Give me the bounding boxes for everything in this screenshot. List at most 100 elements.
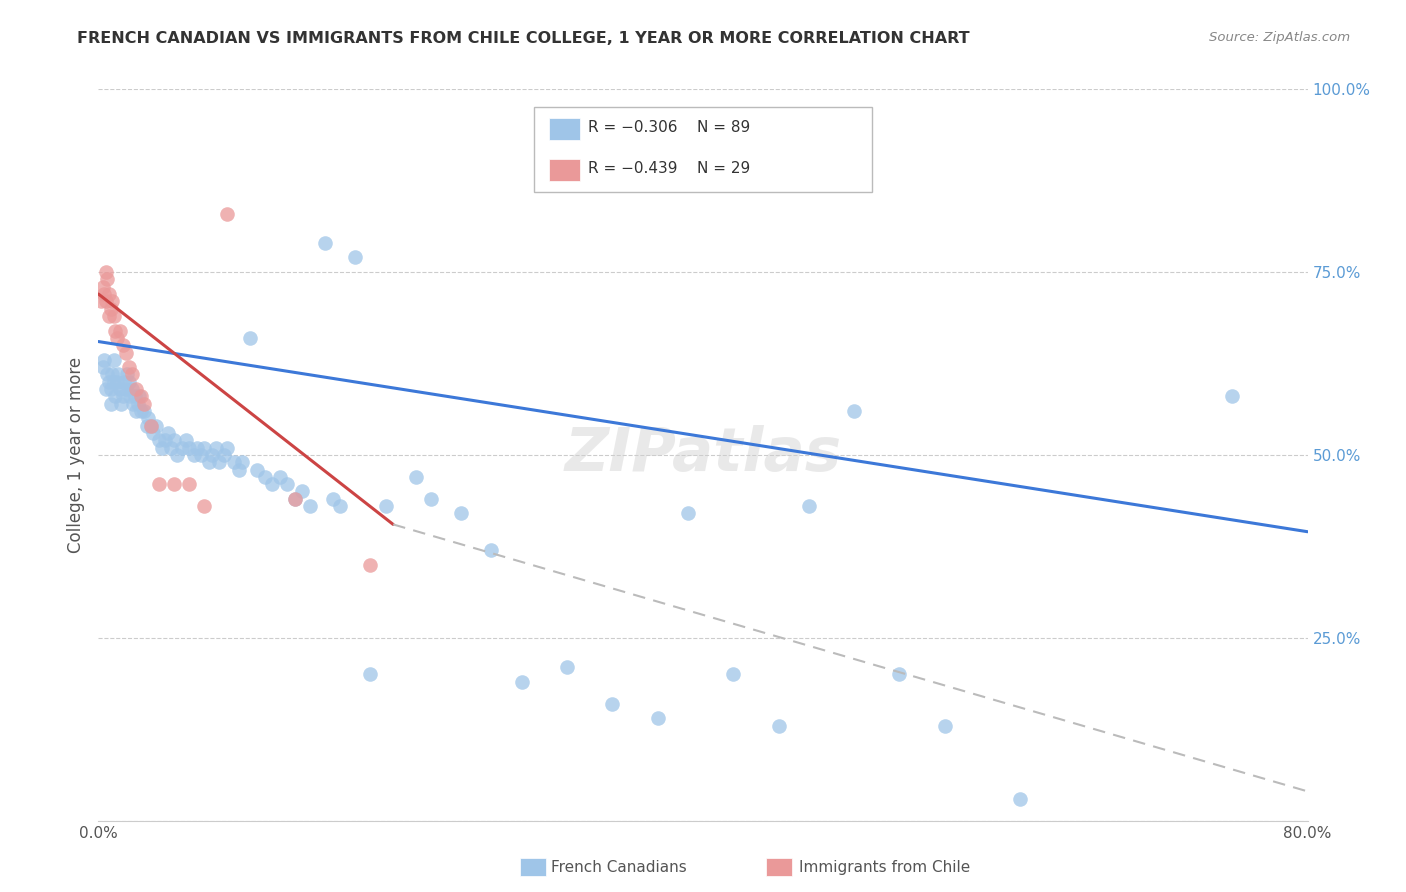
Point bbox=[934, 718, 956, 732]
Point bbox=[120, 389, 142, 403]
Point bbox=[93, 287, 115, 301]
Point bbox=[179, 477, 201, 491]
Point bbox=[602, 697, 624, 711]
Point bbox=[90, 294, 112, 309]
Point bbox=[132, 404, 155, 418]
Point bbox=[129, 404, 152, 418]
Point bbox=[98, 309, 121, 323]
Point bbox=[91, 279, 114, 293]
Point bbox=[110, 397, 132, 411]
Point bbox=[141, 418, 163, 433]
Text: R = −0.439    N = 29: R = −0.439 N = 29 bbox=[588, 161, 751, 176]
Point bbox=[118, 360, 141, 375]
Point bbox=[768, 718, 790, 732]
Text: Immigrants from Chile: Immigrants from Chile bbox=[799, 860, 970, 874]
Point bbox=[125, 404, 148, 418]
Point bbox=[93, 352, 115, 367]
Point bbox=[136, 411, 159, 425]
Point bbox=[555, 660, 578, 674]
Point bbox=[94, 265, 117, 279]
Point bbox=[246, 462, 269, 476]
Point bbox=[170, 441, 193, 455]
Point bbox=[121, 368, 143, 382]
Point bbox=[284, 491, 307, 506]
Point bbox=[91, 360, 114, 375]
Point bbox=[148, 477, 170, 491]
Point bbox=[723, 667, 745, 681]
Point bbox=[153, 434, 176, 448]
Point bbox=[100, 301, 122, 316]
Point bbox=[118, 375, 141, 389]
Point bbox=[420, 491, 443, 506]
Point bbox=[166, 448, 188, 462]
Point bbox=[145, 418, 167, 433]
Point bbox=[100, 382, 122, 396]
Point bbox=[124, 389, 146, 403]
Point bbox=[889, 667, 911, 681]
Point bbox=[98, 375, 121, 389]
Point bbox=[163, 434, 186, 448]
Point bbox=[114, 382, 136, 396]
Point bbox=[179, 441, 201, 455]
Point bbox=[405, 470, 427, 484]
Point bbox=[193, 441, 215, 455]
Point bbox=[121, 382, 143, 396]
Point bbox=[141, 418, 163, 433]
Point bbox=[96, 272, 118, 286]
Point bbox=[148, 434, 170, 448]
Point bbox=[103, 309, 125, 323]
Text: FRENCH CANADIAN VS IMMIGRANTS FROM CHILE COLLEGE, 1 YEAR OR MORE CORRELATION CHA: FRENCH CANADIAN VS IMMIGRANTS FROM CHILE… bbox=[77, 31, 970, 46]
Point bbox=[183, 448, 205, 462]
Point bbox=[291, 484, 314, 499]
Point bbox=[212, 448, 235, 462]
Point bbox=[186, 441, 208, 455]
Point bbox=[96, 368, 118, 382]
Point bbox=[676, 507, 699, 521]
Text: R = −0.306    N = 89: R = −0.306 N = 89 bbox=[588, 120, 751, 136]
FancyBboxPatch shape bbox=[550, 159, 579, 180]
Point bbox=[150, 441, 173, 455]
Point bbox=[107, 368, 129, 382]
Point bbox=[160, 441, 183, 455]
Text: ZIPatlas: ZIPatlas bbox=[564, 425, 842, 484]
Point bbox=[193, 499, 215, 513]
Point bbox=[129, 389, 152, 403]
Point bbox=[205, 441, 228, 455]
Point bbox=[360, 558, 382, 572]
Point bbox=[128, 389, 150, 403]
Point bbox=[94, 382, 117, 396]
Point bbox=[299, 499, 322, 513]
Point bbox=[797, 499, 820, 513]
Point bbox=[374, 499, 396, 513]
Point bbox=[1220, 389, 1243, 403]
Point bbox=[360, 667, 382, 681]
Point bbox=[201, 448, 224, 462]
Point bbox=[215, 441, 238, 455]
Point bbox=[103, 352, 125, 367]
Point bbox=[103, 375, 125, 389]
Point bbox=[104, 389, 127, 403]
Point bbox=[104, 324, 127, 338]
Point bbox=[98, 287, 121, 301]
Point bbox=[127, 397, 149, 411]
Point bbox=[344, 251, 367, 265]
Point bbox=[228, 462, 250, 476]
Point bbox=[314, 235, 336, 250]
Text: Source: ZipAtlas.com: Source: ZipAtlas.com bbox=[1209, 31, 1350, 45]
Point bbox=[239, 331, 262, 345]
Point bbox=[156, 425, 179, 440]
Point bbox=[101, 368, 124, 382]
Point bbox=[111, 338, 134, 352]
Point bbox=[647, 711, 669, 725]
Point bbox=[215, 206, 238, 220]
Point bbox=[224, 455, 246, 469]
Point bbox=[844, 404, 866, 418]
Point bbox=[94, 294, 117, 309]
Point bbox=[108, 382, 131, 396]
Point bbox=[135, 418, 157, 433]
Point bbox=[510, 674, 533, 689]
Point bbox=[269, 470, 291, 484]
Point bbox=[190, 448, 212, 462]
Point bbox=[1010, 791, 1032, 805]
Point bbox=[114, 345, 136, 359]
